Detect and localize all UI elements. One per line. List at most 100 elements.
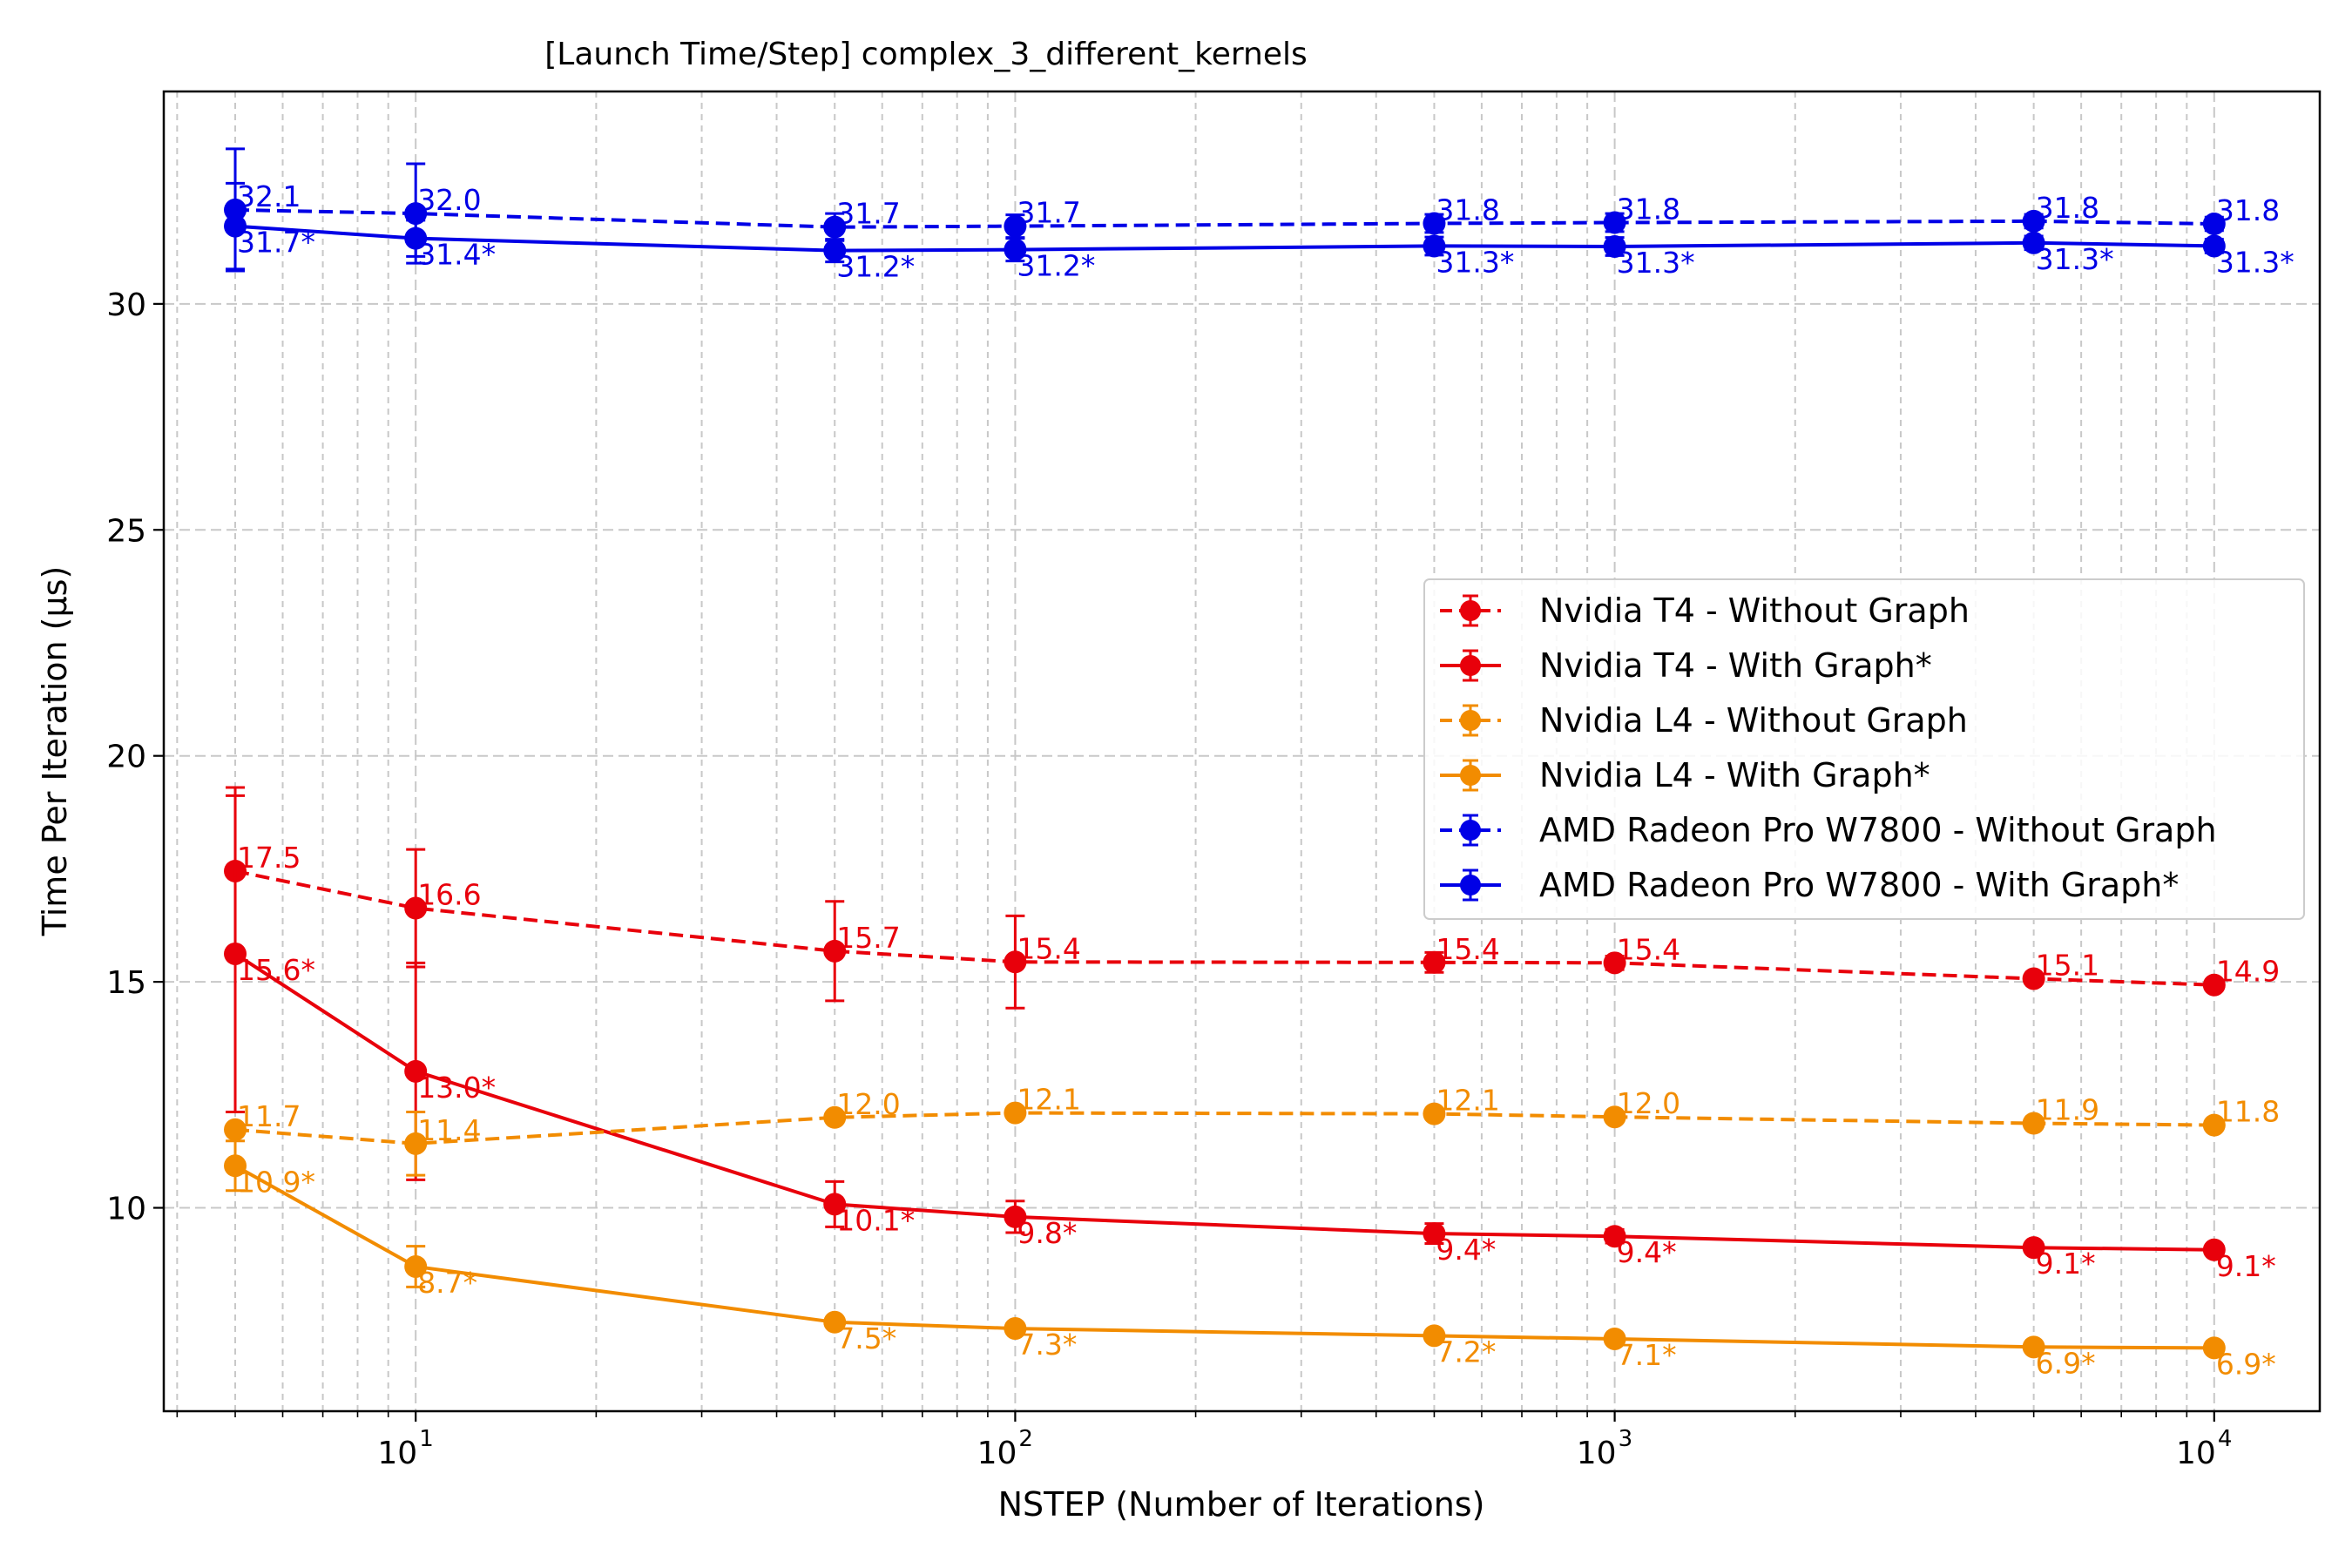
data-point bbox=[1004, 1317, 1027, 1341]
data-point bbox=[2022, 1335, 2045, 1359]
legend-marker bbox=[1460, 710, 1481, 731]
data-label: 12.1 bbox=[1436, 1084, 1499, 1118]
series-0: 17.5 16.6 15.7 15.4 15.4 15.4 15.1 14.9 bbox=[224, 786, 2280, 1010]
data-label: 7.2* bbox=[1436, 1335, 1496, 1369]
x-tick-label-base: 10 bbox=[977, 1436, 1017, 1471]
x-tick-label-base: 10 bbox=[2176, 1436, 2216, 1471]
data-point bbox=[2202, 234, 2226, 258]
data-point bbox=[2022, 231, 2045, 254]
x-tick-label-exponent: 2 bbox=[1018, 1426, 1033, 1452]
data-point bbox=[224, 214, 247, 238]
data-point bbox=[1004, 950, 1027, 974]
data-label: 8.7* bbox=[417, 1266, 477, 1300]
data-label: 13.0* bbox=[417, 1071, 496, 1105]
data-point bbox=[823, 1105, 847, 1129]
legend-marker bbox=[1460, 820, 1481, 841]
series-line bbox=[234, 1164, 2214, 1350]
data-point bbox=[404, 226, 428, 250]
legend-label: Nvidia L4 - With Graph* bbox=[1539, 756, 1930, 794]
series-3: 10.9* 8.7* 7.5* 7.3* 7.2* 7.1* 6.9* 6.9* bbox=[224, 1139, 2276, 1381]
data-label: 15.4 bbox=[1436, 932, 1499, 966]
data-label: 12.1 bbox=[1017, 1083, 1080, 1117]
legend-label: Nvidia T4 - With Graph* bbox=[1539, 646, 1932, 685]
legend-item: Nvidia T4 - Without Graph bbox=[1440, 591, 1970, 630]
legend-item: Nvidia L4 - Without Graph bbox=[1440, 701, 1968, 740]
x-tick-label-base: 10 bbox=[377, 1436, 417, 1471]
x-tick-label-exponent: 4 bbox=[2218, 1426, 2233, 1452]
x-axis-label: NSTEP (Number of Iterations) bbox=[998, 1485, 1485, 1524]
data-point bbox=[1004, 1205, 1027, 1228]
legend-item: Nvidia T4 - With Graph* bbox=[1440, 646, 1932, 685]
series-layer: 17.5 16.6 15.7 15.4 15.4 15.4 15.1 14.9 15.6* 13.… bbox=[224, 147, 2295, 1381]
data-point bbox=[823, 1193, 847, 1216]
y-tick-label: 15 bbox=[106, 965, 146, 1001]
data-point bbox=[2202, 213, 2226, 236]
data-label: 31.8 bbox=[1617, 192, 1680, 226]
data-point bbox=[404, 1132, 428, 1155]
data-point bbox=[2022, 1236, 2045, 1260]
x-tick-label-base: 10 bbox=[1577, 1436, 1617, 1471]
data-label: 15.6* bbox=[237, 953, 315, 987]
data-label: 15.4 bbox=[1017, 931, 1080, 965]
data-label: 31.7* bbox=[237, 226, 315, 260]
series-line bbox=[234, 869, 2214, 987]
data-label: 12.0 bbox=[836, 1087, 900, 1121]
data-point bbox=[1423, 1102, 1446, 1125]
data-label: 11.4 bbox=[417, 1113, 481, 1147]
series-line bbox=[234, 224, 2214, 253]
y-tick-label: 30 bbox=[106, 287, 146, 323]
data-point bbox=[1603, 234, 1626, 258]
data-label: 31.7 bbox=[836, 197, 900, 231]
data-point bbox=[404, 1254, 428, 1278]
data-label: 31.2* bbox=[1017, 249, 1095, 283]
data-label: 32.0 bbox=[417, 183, 481, 217]
data-label: 31.3* bbox=[1617, 246, 1695, 280]
x-tick-label: 10 4 bbox=[2176, 1426, 2232, 1471]
y-tick-label: 20 bbox=[106, 740, 146, 775]
series-line bbox=[233, 952, 2214, 1252]
data-point bbox=[823, 1310, 847, 1334]
chart-title: [Launch Time/Step] complex_3_different_k… bbox=[544, 37, 1308, 72]
data-point bbox=[1423, 1324, 1446, 1348]
data-point bbox=[1423, 950, 1446, 974]
data-label: 31.7 bbox=[1017, 196, 1080, 230]
legend-label: AMD Radeon Pro W7800 - With Graph* bbox=[1539, 866, 2179, 904]
data-point bbox=[1603, 211, 1626, 234]
data-label: 10.9* bbox=[237, 1165, 315, 1199]
data-label: 9.8* bbox=[1017, 1216, 1077, 1250]
data-point bbox=[2202, 973, 2226, 997]
data-label: 31.8 bbox=[2216, 193, 2280, 227]
data-label: 31.3* bbox=[2216, 245, 2295, 279]
data-point bbox=[1423, 234, 1446, 258]
data-label: 11.8 bbox=[2216, 1095, 2280, 1129]
data-point bbox=[1004, 1101, 1027, 1125]
series-4: 32.1 32.0 31.7 31.7 31.8 31.8 31.8 31.8 bbox=[224, 147, 2280, 273]
x-tick-label: 10 3 bbox=[1577, 1426, 1632, 1471]
x-tick-label-exponent: 1 bbox=[419, 1426, 434, 1452]
data-point bbox=[1004, 238, 1027, 261]
data-label: 31.3* bbox=[1436, 245, 1514, 279]
legend-label: Nvidia L4 - Without Graph bbox=[1539, 701, 1968, 740]
data-point bbox=[823, 215, 847, 239]
data-point bbox=[1004, 214, 1027, 238]
data-label: 9.1* bbox=[2216, 1249, 2276, 1283]
plot-frame bbox=[162, 90, 2322, 1413]
data-point bbox=[224, 942, 247, 965]
data-point bbox=[1423, 1222, 1446, 1246]
data-label: 9.1* bbox=[2036, 1247, 2096, 1281]
data-point bbox=[1423, 212, 1446, 235]
data-label: 15.4 bbox=[1617, 932, 1680, 966]
legend-label: AMD Radeon Pro W7800 - Without Graph bbox=[1539, 811, 2217, 849]
data-label: 31.8 bbox=[2036, 191, 2099, 225]
legend-item: AMD Radeon Pro W7800 - With Graph* bbox=[1440, 866, 2179, 904]
y-tick-label: 25 bbox=[106, 513, 146, 549]
y-tick-label: 10 bbox=[106, 1192, 146, 1227]
data-label: 15.7 bbox=[836, 921, 900, 955]
data-label: 7.3* bbox=[1017, 1328, 1077, 1362]
data-point bbox=[2022, 967, 2045, 990]
data-label: 6.9* bbox=[2036, 1346, 2096, 1380]
data-point bbox=[2202, 1113, 2226, 1137]
legend-item: Nvidia L4 - With Graph* bbox=[1440, 756, 1930, 794]
data-point bbox=[404, 1059, 428, 1083]
